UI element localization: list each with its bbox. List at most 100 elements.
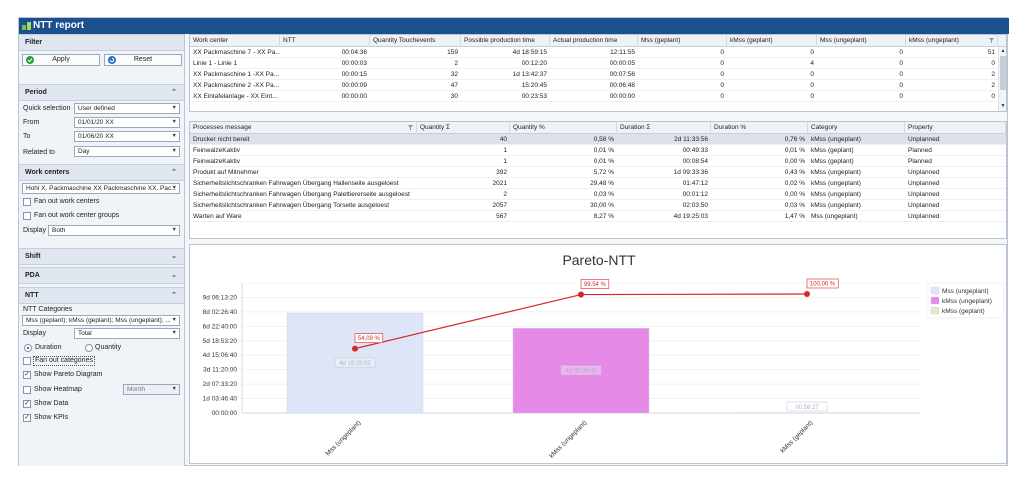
scroll-down-icon[interactable]: ▼ [1000,103,1006,109]
apply-button[interactable]: Apply [22,54,100,66]
table-cell: 30 [450,93,458,100]
filter-icon[interactable] [989,38,994,43]
show-data-checkbox[interactable]: ✓ [23,400,31,408]
process-row[interactable]: Drucker nicht bereit 40 0,58 % 2d 11:33:56 0… [190,134,1006,145]
chevron-down-icon: ⌄ [171,272,177,279]
legend-swatch [930,306,940,315]
process-row[interactable]: Warten auf Ware 567 8,27 % 4d 19:25:03 1,47 … [190,211,1006,222]
y-tick-label: 1d 03:46:40 [203,396,238,403]
fan-out-work-center-groups-checkbox[interactable] [23,212,31,220]
fan-out-categories-label: Fan out categories [33,356,95,366]
work-center-row[interactable]: XX Eintafelanlage - XX Eint... 00:00:00 30… [190,91,998,102]
scroll-up-icon[interactable]: ▲ [1000,48,1006,54]
process-row[interactable]: FeinwalzeKaktiv 1 0,01 % 00:08:54 0,00 % kMss… [190,156,1006,167]
column-header-2[interactable]: Quantity Touchevents [370,35,461,47]
work-center-table-scrollbar[interactable]: ▲ ▼ [998,47,1006,111]
table-cell: XX Packmaschine 1 -XX Pa... [193,71,279,78]
work-center-row[interactable]: XX Packmaschine 7 - XX Pa... 00:04:36 159 4… [190,47,998,58]
column-header-8[interactable]: kMss (ungeplant) [906,35,998,47]
column-header-5[interactable]: Mss (geplant) [638,35,727,47]
chevron-up-icon: ⌃ [171,89,177,96]
table-cell: 0,00 % [784,191,805,198]
column-header-1[interactable]: NTT [280,35,370,47]
show-heatmap-checkbox[interactable] [23,386,31,394]
process-row[interactable]: Produkt auf Mitnehmer 392 5,72 % 1d 09:33:3… [190,167,1006,178]
work-center-row[interactable]: XX Packmaschine 2 -XX Pa... 00:00:09 47 15:… [190,80,998,91]
table-cell: kMss (geplant) [811,158,854,165]
column-header-4[interactable]: Duration % [711,122,808,134]
fan-out-work-centers-checkbox[interactable] [23,198,31,206]
period-header[interactable]: Period ⌃ [19,84,184,101]
to-date-field[interactable]: 01/06/20 XX ▼ [74,131,180,142]
table-cell: XX Packmaschine 7 - XX Pa... [193,49,280,56]
pda-title: PDA [25,272,40,279]
table-cell: XX Packmaschine 2 -XX Pa... [193,82,279,89]
column-header-0[interactable]: Processes message [190,122,417,134]
table-cell: 1 [503,147,507,154]
column-header-3[interactable]: Duration Σ [617,122,711,134]
ntt-display-select[interactable]: Total ▼ [74,328,180,339]
table-cell: 0 [899,71,903,78]
table-cell: 2 [454,60,458,67]
table-cell: 0,03 % [593,191,614,198]
filter-icon[interactable] [408,125,413,130]
column-header-7[interactable]: Mss (ungeplant) [817,35,906,47]
column-header-3[interactable]: Possible production time [461,35,550,47]
related-to-select[interactable]: Day ▼ [74,146,180,157]
pda-header[interactable]: PDA ⌄ [19,267,184,284]
wc-display-select[interactable]: Both ▼ [48,225,180,236]
bar-value-label-box [786,401,828,412]
cumulative-point[interactable] [352,345,358,352]
process-row[interactable]: Sicherheitslichtschranken Fahrwagen Über… [190,178,1006,189]
reset-button[interactable]: Reset [104,54,182,66]
ntt-display-value: Total [78,330,92,337]
apply-label: Apply [52,56,70,63]
work-center-row[interactable]: Linie 1 - Linie 1 00:00:03 2 00:12:20 00:00:… [190,58,998,69]
column-header-5[interactable]: Category [808,122,905,134]
ntt-categories-value: Mss (geplant); kMss (geplant); Mss (unge… [26,317,171,324]
chevron-down-icon: ▼ [171,330,177,336]
show-kpis-checkbox[interactable]: ✓ [23,414,31,422]
column-header-1[interactable]: Quantity Σ [417,122,510,134]
process-row[interactable]: Sicherheitslichtschranken Fahrwagen Über… [190,200,1006,211]
scroll-thumb[interactable] [1000,56,1006,90]
ntt-categories-select[interactable]: Mss (geplant); kMss (geplant); Mss (unge… [22,315,180,326]
shift-header[interactable]: Shift ⌄ [19,248,184,265]
column-header-0[interactable]: Work center [190,35,280,47]
table-cell: 159 [447,49,458,56]
bar-0[interactable] [286,312,424,414]
process-row[interactable]: FeinwalzeKaktiv 1 0,01 % 00:49:33 0,01 % kMss… [190,145,1006,156]
table-cell: 1d 09:33:36 [673,169,708,176]
quick-selection-label: Quick selection [23,105,71,112]
quantity-radio[interactable] [85,344,93,352]
column-header-6[interactable]: Property [905,122,1006,134]
chevron-down-icon: ▼ [171,105,177,111]
quick-selection-select[interactable]: User defined ▼ [74,103,180,114]
from-date-value: 01/01/20 XX [78,119,114,126]
show-pareto-checkbox[interactable]: ✓ [23,371,31,379]
from-date-field[interactable]: 01/01/20 XX ▼ [74,117,180,128]
column-header-6[interactable]: kMss (geplant) [727,35,817,47]
bar-1[interactable] [512,328,650,414]
legend-entry[interactable]: kMss (geplant) [942,308,985,315]
work-centers-select[interactable]: Hohl X. Packmaschine XX Packmaschine XX.… [22,183,180,194]
work-center-row[interactable]: XX Packmaschine 1 -XX Pa... 00:00:15 32 1d … [190,69,998,80]
column-header-2[interactable]: Quantity % [510,122,617,134]
legend-entry[interactable]: kMss (ungeplant) [942,298,992,305]
cumulative-point[interactable] [804,291,810,297]
table-cell: 00:00:15 [341,71,367,78]
table-cell: kMss (ungeplant) [811,136,861,143]
from-label: From [23,119,40,126]
fan-out-work-centers-label: Fan out work centers [34,198,100,205]
legend-entry[interactable]: Mss (ungeplant) [942,288,989,295]
fan-out-categories-checkbox[interactable] [23,357,31,365]
work-centers-header[interactable]: Work centers ⌃ [19,164,184,181]
table-cell: 0 [810,49,814,56]
table-cell: Mss (ungeplant) [811,213,858,220]
table-cell: 00:06:48 [609,82,635,89]
duration-radio[interactable] [24,344,32,352]
column-header-4[interactable]: Actual production time [550,35,638,47]
cumulative-point[interactable] [578,291,584,298]
ntt-header[interactable]: NTT ⌃ [19,287,184,304]
process-row[interactable]: Sicherheitslichtschranken Fahrwagen Über… [190,189,1006,200]
